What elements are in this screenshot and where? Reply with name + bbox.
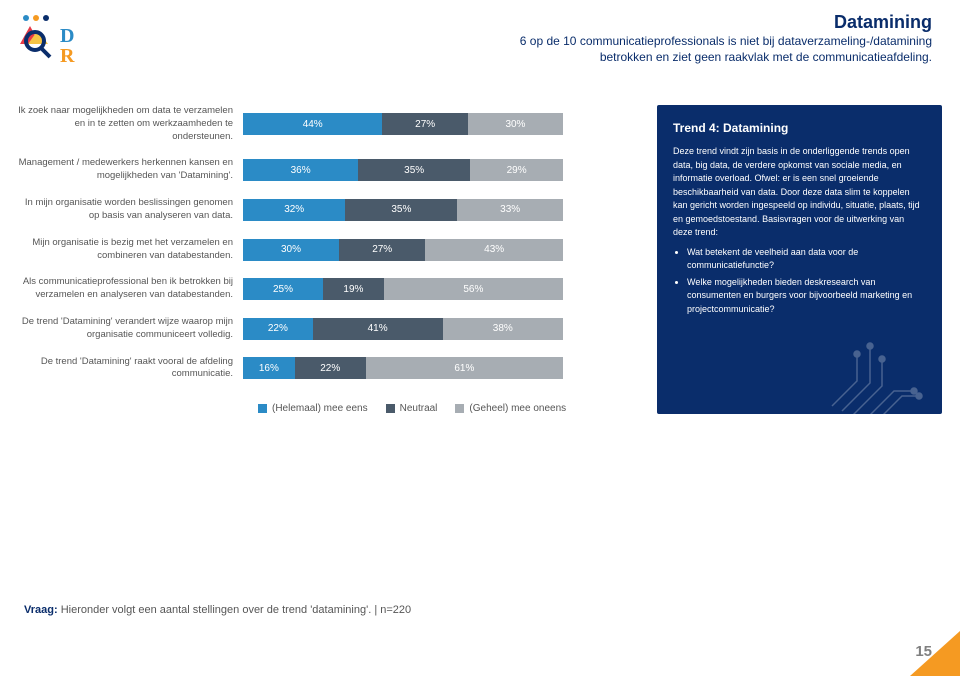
bar-segment: 61%: [366, 357, 563, 379]
chart-row: Als communicatieprofessional ben ik betr…: [18, 276, 642, 302]
stacked-bar: 44%27%30%: [243, 113, 563, 135]
chart-row: Mijn organisatie is bezig met het verzam…: [18, 237, 642, 263]
question-text: Hieronder volgt een aantal stellingen ov…: [61, 604, 411, 616]
row-label: Management / medewerkers herkennen kanse…: [18, 157, 243, 183]
sidebar-panel: Trend 4: Datamining Deze trend vindt zij…: [657, 105, 942, 414]
legend-label: Neutraal: [400, 403, 438, 414]
logo: D R: [18, 12, 90, 75]
stacked-bar: 16%22%61%: [243, 357, 563, 379]
chart-row: Ik zoek naar mogelijkheden om data te ve…: [18, 105, 642, 143]
legend-swatch: [455, 404, 464, 413]
stacked-bar: 32%35%33%: [243, 199, 563, 221]
svg-text:R: R: [60, 45, 75, 67]
bar-segment: 38%: [443, 318, 563, 340]
bar-segment: 43%: [425, 239, 563, 261]
legend-swatch: [258, 404, 267, 413]
bar-segment: 29%: [470, 159, 563, 181]
legend: (Helemaal) mee eens Neutraal (Geheel) mee …: [258, 403, 642, 414]
legend-item: (Helemaal) mee eens: [258, 403, 368, 414]
bar-segment: 22%: [243, 318, 313, 340]
bar-segment: 33%: [457, 199, 563, 221]
bar-segment: 22%: [295, 357, 366, 379]
sidebar-bullet: Wat betekent de veelheid aan data voor d…: [687, 246, 926, 273]
legend-swatch: [386, 404, 395, 413]
bar-segment: 44%: [243, 113, 382, 135]
stacked-bar: 22%41%38%: [243, 318, 563, 340]
stacked-bar: 36%35%29%: [243, 159, 563, 181]
chart-row: Management / medewerkers herkennen kanse…: [18, 157, 642, 183]
stacked-bar: 25%19%56%: [243, 278, 563, 300]
bar-segment: 32%: [243, 199, 345, 221]
row-label: Mijn organisatie is bezig met het verzam…: [18, 237, 243, 263]
chart-row: De trend 'Datamining' verandert wijze wa…: [18, 316, 642, 342]
bar-segment: 36%: [243, 159, 358, 181]
chart-row: De trend 'Datamining' raakt vooral de af…: [18, 356, 642, 382]
subtitle-line2: betrokken en ziet geen raakvlak met de c…: [100, 49, 932, 65]
sidebar-heading: Trend 4: Datamining: [673, 119, 926, 137]
row-label: De trend 'Datamining' raakt vooral de af…: [18, 356, 243, 382]
svg-text:D: D: [60, 25, 74, 47]
bar-segment: 56%: [384, 278, 563, 300]
sidebar-bullet: Welke mogelijkheden bieden deskresearch …: [687, 276, 926, 317]
subtitle-line1: 6 op de 10 communicatieprofessionals is …: [100, 33, 932, 49]
bar-segment: 41%: [313, 318, 443, 340]
page-number: 15: [915, 643, 932, 660]
bar-segment: 16%: [243, 357, 295, 379]
chart-row: In mijn organisatie worden beslissingen …: [18, 197, 642, 223]
legend-label: (Helemaal) mee eens: [272, 403, 368, 414]
sidebar-paragraph: Deze trend vindt zijn basis in de onderl…: [673, 145, 926, 240]
bar-segment: 35%: [358, 159, 470, 181]
bar-segment: 19%: [323, 278, 384, 300]
bar-segment: 25%: [243, 278, 323, 300]
bar-segment: 30%: [468, 113, 563, 135]
row-label: In mijn organisatie worden beslissingen …: [18, 197, 243, 223]
row-label: Als communicatieprofessional ben ik betr…: [18, 276, 243, 302]
row-label: Ik zoek naar mogelijkheden om data te ve…: [18, 105, 243, 143]
footer-question: Vraag: Hieronder volgt een aantal stelli…: [24, 604, 411, 616]
page-title: Datamining: [100, 12, 932, 33]
bar-segment: 27%: [382, 113, 468, 135]
legend-item: (Geheel) mee oneens: [455, 403, 566, 414]
bar-segment: 35%: [345, 199, 457, 221]
bar-segment: 30%: [243, 239, 339, 261]
question-label: Vraag:: [24, 604, 58, 616]
stacked-bar: 30%27%43%: [243, 239, 563, 261]
legend-item: Neutraal: [386, 403, 438, 414]
row-label: De trend 'Datamining' verandert wijze wa…: [18, 316, 243, 342]
legend-label: (Geheel) mee oneens: [469, 403, 566, 414]
bar-segment: 27%: [339, 239, 425, 261]
circuit-icon: [822, 336, 932, 426]
chart-area: Ik zoek naar mogelijkheden om data te ve…: [18, 105, 642, 414]
